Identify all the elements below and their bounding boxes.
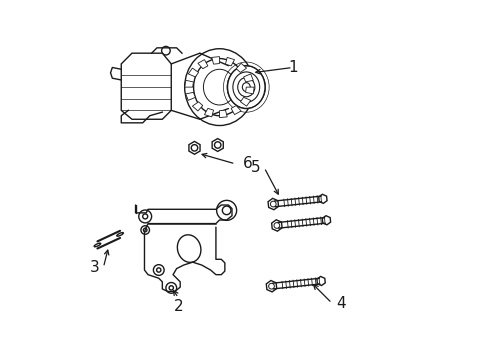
Circle shape [156, 268, 161, 272]
Polygon shape [243, 74, 253, 82]
Polygon shape [318, 194, 326, 203]
Polygon shape [245, 87, 254, 94]
Polygon shape [236, 63, 246, 72]
Ellipse shape [94, 243, 101, 247]
Polygon shape [212, 139, 223, 152]
Circle shape [270, 201, 276, 207]
Circle shape [142, 214, 147, 219]
Text: 1: 1 [287, 60, 297, 75]
Text: 3: 3 [89, 260, 99, 275]
Ellipse shape [117, 233, 123, 236]
Circle shape [153, 265, 164, 275]
Ellipse shape [177, 235, 201, 262]
Polygon shape [198, 60, 207, 69]
Polygon shape [219, 110, 227, 118]
Polygon shape [231, 105, 241, 114]
Polygon shape [188, 141, 200, 154]
Polygon shape [211, 57, 219, 64]
Circle shape [139, 210, 151, 223]
Polygon shape [121, 53, 171, 119]
Polygon shape [267, 198, 278, 210]
Circle shape [273, 222, 279, 228]
Text: 6: 6 [242, 157, 252, 171]
Ellipse shape [227, 66, 264, 109]
Ellipse shape [242, 83, 250, 91]
Ellipse shape [232, 72, 259, 102]
Circle shape [191, 145, 197, 151]
Polygon shape [322, 216, 330, 225]
Circle shape [214, 142, 221, 148]
Polygon shape [185, 93, 195, 100]
Polygon shape [316, 276, 325, 285]
Circle shape [216, 201, 236, 220]
Circle shape [169, 286, 173, 290]
Circle shape [143, 228, 147, 232]
Polygon shape [271, 220, 282, 231]
Text: 2: 2 [173, 299, 183, 314]
Circle shape [162, 46, 170, 55]
Polygon shape [266, 280, 276, 292]
Circle shape [165, 283, 176, 293]
Polygon shape [204, 108, 213, 117]
Text: 5: 5 [250, 160, 260, 175]
Ellipse shape [184, 49, 254, 126]
Circle shape [141, 226, 149, 234]
Ellipse shape [237, 77, 254, 97]
Polygon shape [188, 68, 198, 77]
Ellipse shape [203, 69, 235, 105]
Text: 4: 4 [335, 296, 345, 311]
Circle shape [222, 206, 230, 215]
Polygon shape [240, 97, 250, 106]
Polygon shape [184, 80, 193, 87]
Ellipse shape [193, 59, 245, 116]
Polygon shape [225, 57, 234, 66]
Circle shape [268, 283, 274, 289]
Polygon shape [192, 102, 203, 111]
